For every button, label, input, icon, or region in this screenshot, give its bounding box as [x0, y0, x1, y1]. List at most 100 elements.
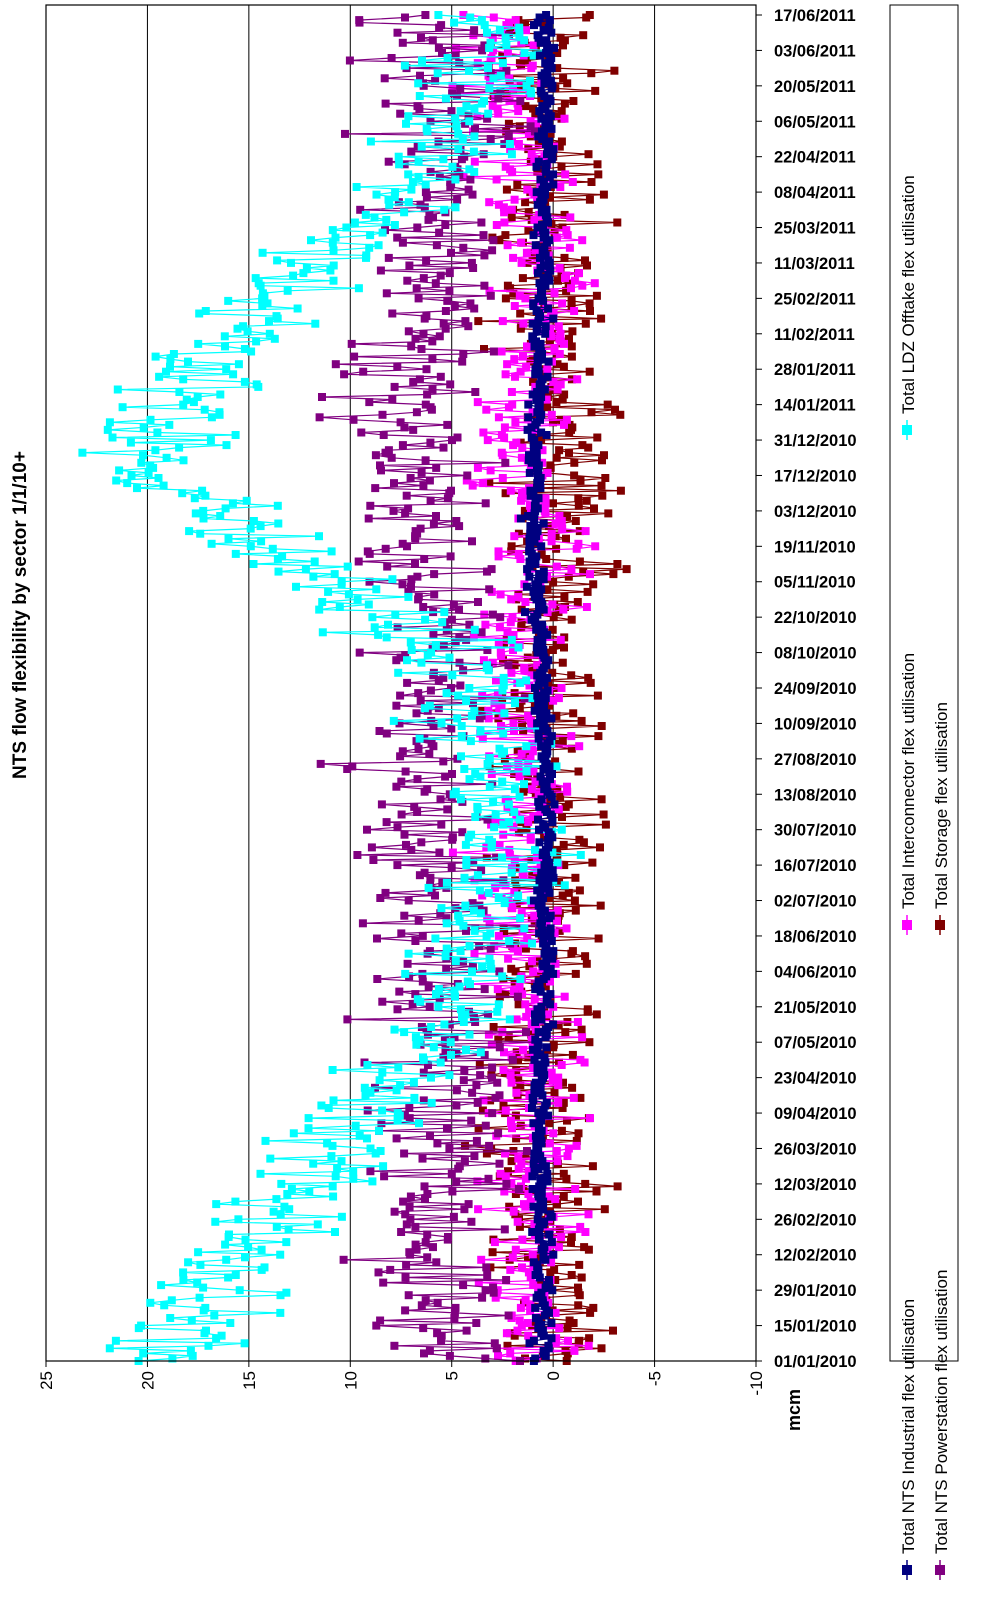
data-point — [541, 210, 550, 219]
data-point — [193, 1278, 202, 1287]
data-point — [542, 36, 551, 45]
data-point — [471, 770, 480, 778]
data-point — [548, 866, 557, 875]
data-point — [567, 671, 576, 680]
data-point — [517, 909, 526, 918]
data-point — [528, 694, 537, 703]
data-point — [522, 1012, 531, 1021]
data-point — [398, 38, 407, 47]
data-point — [570, 1346, 579, 1355]
data-point — [480, 985, 489, 994]
data-point — [453, 195, 462, 204]
data-point — [441, 94, 450, 103]
data-point — [328, 1066, 337, 1074]
data-point — [507, 213, 516, 222]
data-point — [560, 881, 569, 890]
data-point — [548, 1076, 557, 1085]
data-point — [567, 1271, 576, 1279]
data-point — [535, 1273, 544, 1282]
data-point — [528, 957, 536, 966]
data-point — [514, 1164, 523, 1173]
data-point — [537, 542, 546, 551]
data-point — [513, 1326, 522, 1335]
data-point — [435, 172, 444, 181]
data-point — [571, 906, 580, 915]
data-point — [513, 1217, 522, 1226]
data-point — [459, 1076, 468, 1085]
data-point — [363, 1061, 372, 1069]
data-point — [373, 975, 382, 983]
x-tick-label: 03/12/2010 — [774, 503, 857, 521]
data-point — [538, 883, 547, 892]
data-point — [448, 436, 456, 445]
data-point — [498, 853, 506, 862]
data-point — [592, 1187, 601, 1196]
data-point — [530, 995, 539, 1004]
data-point — [343, 765, 352, 773]
data-point — [541, 281, 550, 290]
data-point — [511, 876, 520, 885]
data-point — [549, 314, 558, 323]
data-point — [417, 468, 426, 477]
data-point — [249, 517, 258, 525]
data-point — [510, 785, 519, 794]
chart-title: NTS flow flexibility by sector 1/1/10+ — [10, 451, 31, 779]
data-point — [504, 119, 513, 128]
data-point — [354, 284, 363, 293]
data-point — [548, 625, 557, 634]
data-point — [537, 1187, 546, 1196]
data-point — [464, 322, 473, 331]
data-point — [579, 567, 588, 576]
data-point — [560, 390, 569, 399]
data-point — [392, 782, 401, 791]
data-point — [539, 233, 548, 242]
data-point — [528, 332, 537, 341]
data-point — [474, 317, 483, 326]
data-point — [494, 413, 503, 422]
data-point — [526, 1306, 535, 1315]
data-point — [510, 661, 519, 670]
data-point — [536, 175, 545, 184]
data-point — [553, 906, 562, 915]
data-point — [534, 494, 543, 503]
data-point — [337, 577, 346, 586]
data-point — [377, 800, 386, 809]
data-point — [593, 691, 602, 700]
data-point — [488, 1073, 496, 1082]
data-point — [474, 598, 482, 606]
data-point — [459, 11, 468, 19]
data-point — [518, 274, 527, 283]
data-point — [167, 1296, 176, 1305]
data-point — [549, 1040, 558, 1049]
data-point — [558, 813, 566, 821]
data-point — [535, 825, 543, 834]
data-point — [479, 231, 488, 240]
data-point — [229, 370, 238, 379]
data-point — [587, 408, 596, 417]
data-point — [568, 327, 577, 336]
data-point — [586, 1308, 595, 1317]
data-point — [576, 476, 585, 485]
data-point — [533, 648, 542, 657]
data-point — [413, 223, 422, 232]
data-point — [487, 843, 496, 852]
data-point — [353, 851, 362, 859]
data-point — [506, 618, 515, 627]
data-point — [490, 1339, 499, 1348]
data-point — [585, 195, 594, 204]
data-point — [518, 1263, 526, 1272]
data-point — [169, 350, 178, 358]
data-point — [515, 982, 524, 991]
data-point — [220, 332, 229, 341]
data-point — [395, 987, 404, 996]
data-point — [442, 919, 451, 928]
data-point — [426, 438, 435, 447]
data-point — [555, 512, 564, 520]
data-point — [394, 1063, 403, 1072]
data-point — [494, 1129, 503, 1138]
data-point — [350, 352, 359, 361]
data-point — [510, 1331, 519, 1340]
data-point — [204, 1341, 213, 1350]
data-point — [500, 423, 509, 432]
data-point — [467, 711, 476, 720]
